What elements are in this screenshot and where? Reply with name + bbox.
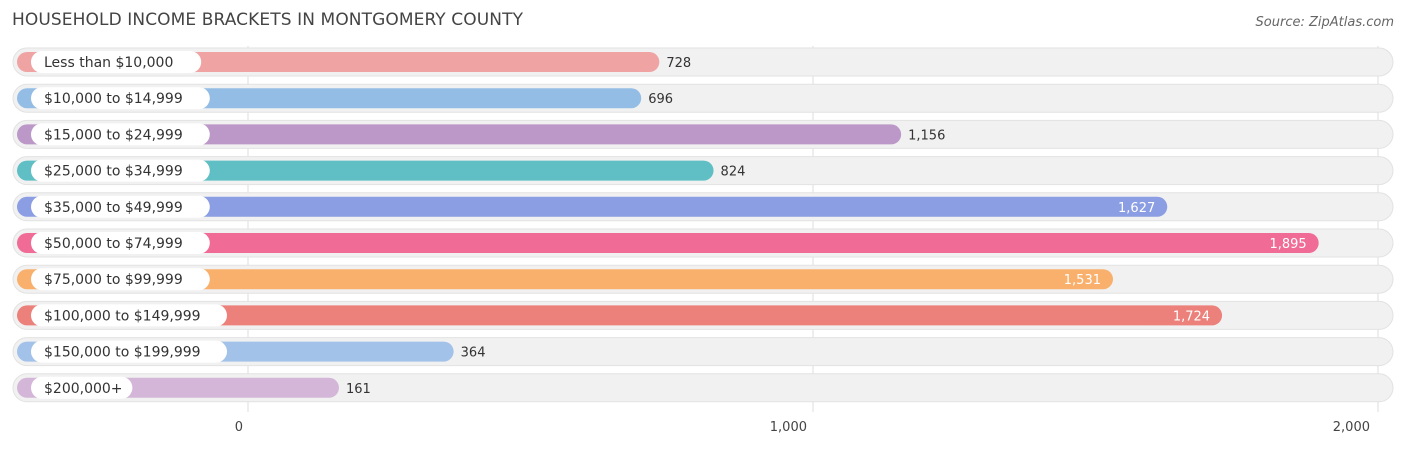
value-label: 161 xyxy=(346,382,371,397)
value-label: 1,724 xyxy=(1173,309,1210,324)
value-label: 1,156 xyxy=(908,128,945,143)
value-label: 728 xyxy=(666,56,691,71)
category-label: $100,000 to $149,999 xyxy=(44,308,201,324)
category-label: Less than $10,000 xyxy=(44,55,173,71)
category-label-pill xyxy=(31,304,227,327)
bar xyxy=(17,124,902,145)
bar xyxy=(17,233,1319,253)
category-label: $10,000 to $14,999 xyxy=(44,91,183,107)
category-label-pill xyxy=(31,232,210,254)
category-label-pill xyxy=(31,87,210,110)
category-label-pill xyxy=(31,123,210,146)
category-label-pill xyxy=(31,51,202,73)
tick-label: 0 xyxy=(235,420,243,435)
value-label: 1,531 xyxy=(1064,273,1101,288)
category-label: $15,000 to $24,999 xyxy=(44,127,183,143)
value-label: 364 xyxy=(461,346,486,361)
category-label-pill xyxy=(31,340,227,363)
chart-title: HOUSEHOLD INCOME BRACKETS IN MONTGOMERY … xyxy=(12,10,524,30)
category-label-pill xyxy=(31,159,210,182)
category-label: $200,000+ xyxy=(44,381,123,397)
value-label: 1,895 xyxy=(1269,237,1306,252)
tick-label: 1,000 xyxy=(770,420,807,435)
chart-source: Source: ZipAtlas.com xyxy=(1255,15,1394,30)
category-label: $75,000 to $99,999 xyxy=(44,272,183,288)
tick-label: 2,000 xyxy=(1333,420,1370,435)
value-label: 1,627 xyxy=(1118,201,1155,216)
category-label-pill xyxy=(31,195,210,218)
category-label: $150,000 to $199,999 xyxy=(44,345,201,361)
value-label: 824 xyxy=(721,165,746,180)
bar xyxy=(17,305,1223,326)
category-label: $35,000 to $49,999 xyxy=(44,200,183,216)
value-label: 696 xyxy=(648,92,673,107)
category-label: $25,000 to $34,999 xyxy=(44,164,183,180)
category-label-pill xyxy=(31,268,210,291)
bar xyxy=(17,196,1168,217)
category-label: $50,000 to $74,999 xyxy=(44,236,183,252)
bar-track xyxy=(12,373,1394,403)
category-label-pill xyxy=(31,376,133,399)
bar xyxy=(17,269,1114,290)
